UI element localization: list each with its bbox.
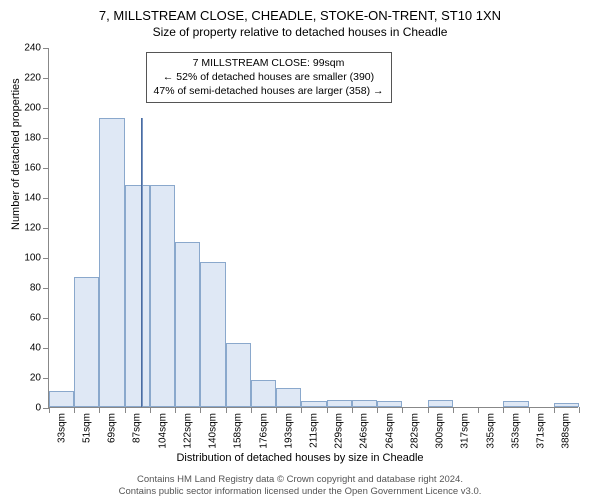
attribution-footer: Contains HM Land Registry data © Crown c… <box>0 474 600 498</box>
histogram-bar <box>276 388 301 408</box>
histogram-bar <box>226 343 251 408</box>
y-tick-label: 20 <box>30 373 49 384</box>
histogram-bar <box>74 277 99 408</box>
y-tick-label: 140 <box>24 193 49 204</box>
histogram-bar <box>428 400 453 408</box>
y-tick-label: 0 <box>35 403 49 414</box>
x-tick <box>529 407 530 413</box>
x-tick-label: 158sqm <box>233 407 244 449</box>
x-tick <box>49 407 50 413</box>
x-tick <box>428 407 429 413</box>
histogram-bar <box>99 118 124 408</box>
x-tick-label: 176sqm <box>258 407 269 449</box>
x-tick-label: 211sqm <box>309 407 320 448</box>
x-tick-label: 87sqm <box>132 407 143 443</box>
y-tick-label: 160 <box>24 163 49 174</box>
chart-title-main: 7, MILLSTREAM CLOSE, CHEADLE, STOKE-ON-T… <box>0 0 600 23</box>
x-tick <box>579 407 580 413</box>
property-marker-line <box>141 118 143 408</box>
info-box-line-2: ← 52% of detached houses are smaller (39… <box>154 70 384 84</box>
y-tick-label: 200 <box>24 103 49 114</box>
histogram-bar <box>175 242 200 407</box>
x-tick-label: 229sqm <box>334 407 345 449</box>
y-tick-label: 100 <box>24 253 49 264</box>
x-tick <box>226 407 227 413</box>
x-tick-label: 193sqm <box>283 407 294 449</box>
y-tick-label: 80 <box>30 283 49 294</box>
x-tick-label: 69sqm <box>107 407 118 443</box>
x-tick-label: 122sqm <box>182 407 193 449</box>
x-axis-label: Distribution of detached houses by size … <box>0 452 600 464</box>
x-tick <box>74 407 75 413</box>
y-axis-label: Number of detached properties <box>10 78 22 230</box>
x-tick-label: 335sqm <box>485 407 496 449</box>
x-tick <box>377 407 378 413</box>
x-tick-label: 264sqm <box>384 407 395 449</box>
x-tick <box>150 407 151 413</box>
y-tick-label: 40 <box>30 343 49 354</box>
histogram-bar <box>49 391 74 408</box>
x-tick-label: 282sqm <box>409 407 420 449</box>
y-tick-label: 240 <box>24 43 49 54</box>
x-tick <box>478 407 479 413</box>
x-tick <box>125 407 126 413</box>
x-tick-label: 371sqm <box>536 407 547 449</box>
histogram-bar <box>150 185 175 407</box>
histogram-bar <box>251 380 276 407</box>
footer-line-1: Contains HM Land Registry data © Crown c… <box>0 474 600 486</box>
chart-area: 02040608010012014016018020022024033sqm51… <box>48 48 578 408</box>
x-tick <box>99 407 100 413</box>
x-tick-label: 51sqm <box>81 407 92 443</box>
x-tick <box>276 407 277 413</box>
x-tick-label: 317sqm <box>460 407 471 449</box>
x-tick <box>301 407 302 413</box>
histogram-bar <box>200 262 225 408</box>
chart-title-sub: Size of property relative to detached ho… <box>0 23 600 39</box>
x-tick-label: 104sqm <box>157 407 168 449</box>
x-tick-label: 388sqm <box>561 407 572 449</box>
y-tick-label: 220 <box>24 73 49 84</box>
info-box-line-1: 7 MILLSTREAM CLOSE: 99sqm <box>154 56 384 70</box>
x-tick <box>200 407 201 413</box>
x-tick-label: 353sqm <box>510 407 521 449</box>
histogram-bar <box>327 400 352 408</box>
info-box-line-3: 47% of semi-detached houses are larger (… <box>154 84 384 98</box>
plot-area: 02040608010012014016018020022024033sqm51… <box>48 48 578 408</box>
y-tick-label: 120 <box>24 223 49 234</box>
x-tick-label: 140sqm <box>208 407 219 449</box>
x-tick <box>352 407 353 413</box>
x-tick <box>327 407 328 413</box>
y-tick-label: 60 <box>30 313 49 324</box>
x-tick-label: 33sqm <box>56 407 67 443</box>
histogram-bar <box>352 400 377 408</box>
x-tick <box>175 407 176 413</box>
x-tick <box>503 407 504 413</box>
x-tick-label: 300sqm <box>435 407 446 449</box>
x-tick-label: 246sqm <box>359 407 370 449</box>
info-box: 7 MILLSTREAM CLOSE: 99sqm← 52% of detach… <box>146 52 392 103</box>
x-tick <box>453 407 454 413</box>
footer-line-2: Contains public sector information licen… <box>0 486 600 498</box>
histogram-bar <box>125 185 150 407</box>
y-tick-label: 180 <box>24 133 49 144</box>
x-tick <box>251 407 252 413</box>
x-tick <box>402 407 403 413</box>
x-tick <box>554 407 555 413</box>
